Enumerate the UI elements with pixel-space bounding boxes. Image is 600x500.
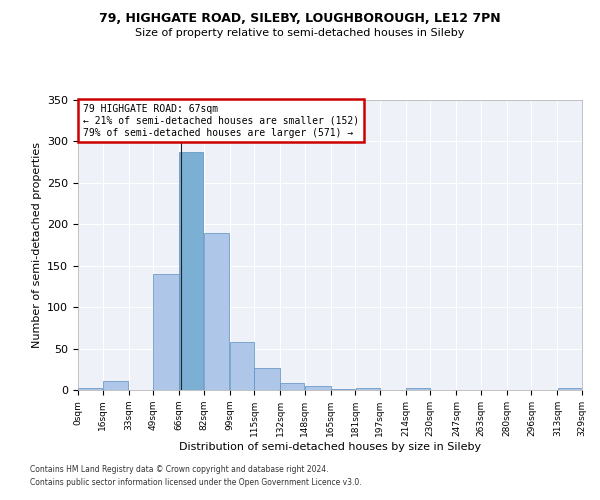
- Text: 79, HIGHGATE ROAD, SILEBY, LOUGHBOROUGH, LE12 7PN: 79, HIGHGATE ROAD, SILEBY, LOUGHBOROUGH,…: [99, 12, 501, 26]
- Bar: [254, 368, 280, 390]
- Bar: [406, 388, 430, 390]
- Text: 79 HIGHGATE ROAD: 67sqm
← 21% of semi-detached houses are smaller (152)
79% of s: 79 HIGHGATE ROAD: 67sqm ← 21% of semi-de…: [83, 104, 359, 138]
- Bar: [230, 342, 254, 390]
- Bar: [280, 384, 304, 390]
- X-axis label: Distribution of semi-detached houses by size in Sileby: Distribution of semi-detached houses by …: [179, 442, 481, 452]
- Text: Contains HM Land Registry data © Crown copyright and database right 2024.: Contains HM Land Registry data © Crown c…: [30, 466, 329, 474]
- Bar: [153, 274, 179, 390]
- Bar: [204, 232, 229, 390]
- Bar: [356, 388, 380, 390]
- Bar: [331, 389, 355, 390]
- Text: Contains public sector information licensed under the Open Government Licence v3: Contains public sector information licen…: [30, 478, 362, 487]
- Bar: [558, 388, 582, 390]
- Bar: [305, 386, 331, 390]
- Y-axis label: Number of semi-detached properties: Number of semi-detached properties: [32, 142, 41, 348]
- Bar: [78, 388, 102, 390]
- Bar: [179, 152, 203, 390]
- Bar: [103, 381, 128, 390]
- Text: Size of property relative to semi-detached houses in Sileby: Size of property relative to semi-detach…: [136, 28, 464, 38]
